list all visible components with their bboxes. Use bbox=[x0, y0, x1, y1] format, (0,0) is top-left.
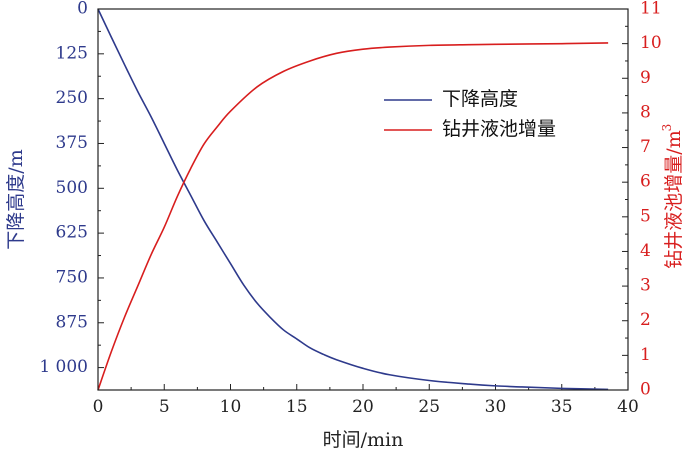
x-tick-label: 20 bbox=[352, 397, 374, 417]
x-tick-label: 0 bbox=[93, 397, 104, 417]
x-tick-label: 5 bbox=[159, 397, 170, 417]
series-layer bbox=[97, 8, 609, 391]
y-right-tick-label: 9 bbox=[640, 68, 651, 88]
x-tick-label: 40 bbox=[617, 397, 639, 417]
x-tick-label: 15 bbox=[286, 397, 308, 417]
plot-frame bbox=[97, 8, 629, 391]
y-right-tick-label: 5 bbox=[640, 206, 651, 226]
y-left-tick-label: 750 bbox=[56, 267, 88, 287]
y-left-axis-label: 下降高度/m bbox=[5, 149, 27, 249]
y-right-axis-label-group: 钻井液池增量/m3 bbox=[660, 124, 685, 269]
y-right-tick-label: 2 bbox=[640, 310, 651, 330]
x-tick-label: 30 bbox=[485, 397, 507, 417]
series-line-pit-gain bbox=[97, 42, 609, 391]
y-right-tick-label: 0 bbox=[640, 380, 651, 400]
y-right-tick-label: 8 bbox=[640, 102, 651, 122]
y-right-tick-label: 6 bbox=[640, 172, 651, 192]
y-left-tick-label: 625 bbox=[56, 223, 88, 243]
x-tick-label: 25 bbox=[418, 397, 440, 417]
x-tick-label: 35 bbox=[551, 397, 573, 417]
y-left-tick-label: 1 000 bbox=[39, 357, 88, 377]
y-right-tick-label: 3 bbox=[640, 276, 651, 296]
y-left-tick-label: 500 bbox=[56, 178, 88, 198]
ticks-layer: 0 5 10 15 20 25 30 35 4001252503755006257508751 … bbox=[39, 0, 661, 417]
y-right-tick-label: 1 bbox=[640, 345, 651, 365]
y-left-tick-label: 875 bbox=[56, 312, 88, 332]
x-axis-label: 时间/min bbox=[323, 429, 404, 451]
y-right-axis-label: 钻井液池增量/m bbox=[663, 130, 685, 268]
y-right-tick-label: 7 bbox=[640, 137, 651, 157]
y-right-axis-label-superscript: 3 bbox=[660, 124, 674, 132]
y-right-tick-label: 11 bbox=[640, 0, 662, 19]
y-left-tick-label: 125 bbox=[56, 43, 88, 63]
series-line-descent-height bbox=[97, 8, 609, 391]
x-tick-label: 10 bbox=[220, 397, 242, 417]
legend-label: 钻井液池增量 bbox=[442, 118, 556, 140]
y-right-tick-label: 4 bbox=[640, 241, 651, 261]
legend-label: 下降高度 bbox=[442, 88, 518, 110]
y-left-tick-label: 0 bbox=[77, 0, 88, 19]
y-left-tick-label: 250 bbox=[56, 88, 88, 108]
y-right-tick-label: 10 bbox=[640, 33, 662, 53]
y-left-tick-label: 375 bbox=[56, 133, 88, 153]
